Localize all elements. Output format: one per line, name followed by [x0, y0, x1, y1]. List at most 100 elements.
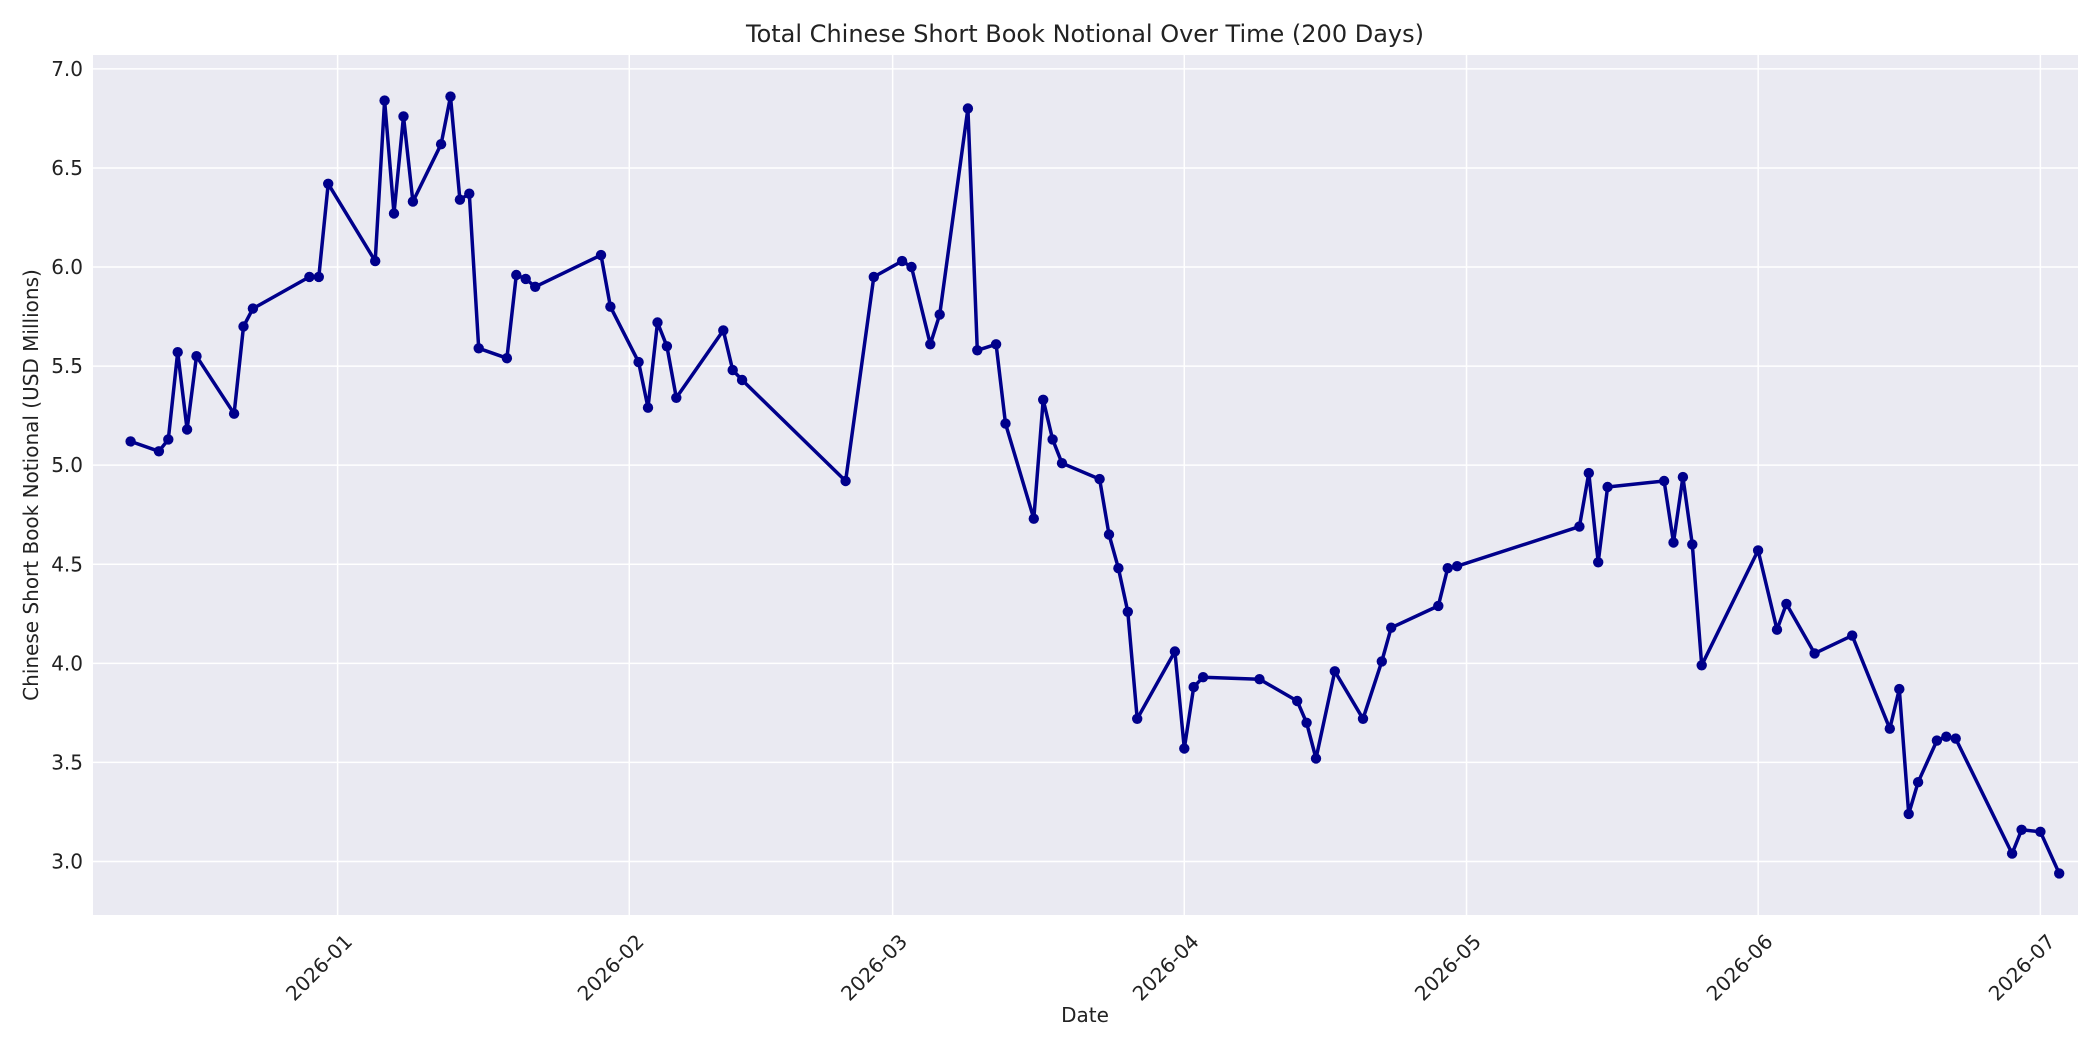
- data-point: [1894, 683, 1905, 695]
- y-tick-label: 5.5: [51, 354, 83, 378]
- chart-title: Total Chinese Short Book Notional Over T…: [745, 20, 1424, 48]
- data-point: [925, 339, 936, 350]
- data-point: [172, 347, 183, 358]
- data-point: [1602, 481, 1613, 493]
- data-point: [181, 424, 193, 435]
- data-point: [1386, 622, 1397, 633]
- data-point: [1179, 743, 1190, 754]
- data-point: [906, 261, 917, 273]
- data-point: [228, 408, 240, 419]
- data-point: [501, 353, 513, 364]
- data-point: [605, 301, 616, 312]
- data-point: [1658, 475, 1670, 487]
- data-point: [1357, 713, 1369, 724]
- data-point: [2054, 868, 2065, 879]
- data-point: [1188, 681, 1199, 693]
- data-point: [1310, 753, 1322, 764]
- data-point: [962, 103, 974, 114]
- data-point: [1696, 660, 1707, 671]
- plot-area: [93, 55, 2078, 915]
- data-point: [1771, 624, 1783, 635]
- y-axis-label: Chinese Short Book Notional (USD Million…: [19, 269, 43, 701]
- y-gridlines: [93, 68, 2078, 863]
- data-point: [1292, 695, 1303, 707]
- data-point: [1056, 458, 1068, 469]
- y-tick-label: 5.0: [51, 453, 83, 477]
- data-point: [1094, 473, 1105, 485]
- data-point: [1687, 539, 1698, 550]
- data-point: [1197, 672, 1209, 683]
- data-point: [464, 188, 475, 199]
- data-point: [642, 402, 654, 413]
- data-point: [727, 364, 738, 376]
- y-tick-label: 4.0: [51, 651, 83, 675]
- data-point: [652, 317, 663, 328]
- data-point: [238, 321, 249, 332]
- data-point: [125, 436, 136, 447]
- data-point: [1847, 630, 1858, 641]
- data-point: [896, 255, 908, 267]
- data-point: [1781, 598, 1792, 610]
- data-point: [191, 351, 202, 362]
- data-point: [840, 475, 851, 487]
- data-point: [1254, 674, 1265, 685]
- data-point: [1583, 467, 1595, 479]
- data-point: [530, 281, 541, 292]
- data-point: [153, 446, 165, 457]
- data-point: [407, 196, 419, 207]
- y-tick-label: 7.0: [51, 57, 83, 81]
- data-point: [1903, 808, 1914, 820]
- data-point: [435, 139, 447, 150]
- data-point: [473, 343, 484, 354]
- data-point: [520, 273, 531, 285]
- data-point: [2035, 826, 2046, 837]
- data-point: [379, 95, 390, 106]
- data-point: [1668, 537, 1679, 548]
- data-point: [511, 269, 522, 281]
- data-point: [1038, 394, 1049, 405]
- data-point: [1000, 418, 1011, 429]
- data-point: [671, 392, 682, 403]
- data-point: [388, 208, 400, 219]
- data-point: [1047, 434, 1058, 445]
- data-point: [1122, 606, 1134, 617]
- data-point: [1950, 733, 1961, 744]
- data-point: [633, 356, 644, 368]
- data-point: [304, 271, 315, 283]
- x-axis-label: Date: [1061, 1003, 1109, 1027]
- data-point: [1028, 513, 1040, 524]
- data-point: [990, 339, 1002, 350]
- data-point: [1931, 735, 1943, 746]
- data-point: [972, 345, 983, 356]
- data-point: [313, 271, 324, 283]
- data-point: [1103, 529, 1115, 540]
- data-point: [2016, 824, 2027, 835]
- y-tick-label: 6.5: [51, 156, 83, 180]
- data-point: [868, 271, 879, 283]
- x-gridlines: [336, 55, 2042, 915]
- data-point: [1433, 600, 1444, 612]
- data-point: [2006, 848, 2018, 859]
- data-point: [1593, 557, 1604, 568]
- y-tick-label: 6.0: [51, 255, 83, 279]
- data-point: [398, 111, 409, 122]
- data-point: [1912, 777, 1924, 788]
- data-point: [1884, 723, 1896, 734]
- data-point: [1451, 561, 1463, 572]
- y-tick-label: 3.0: [51, 849, 83, 873]
- data-point: [1809, 648, 1820, 659]
- data-point: [163, 434, 174, 445]
- data-point: [323, 178, 334, 189]
- data-point: [1941, 731, 1952, 742]
- data-point: [736, 374, 748, 386]
- y-axis-ticks: 3.0 3.5 4.0 4.5 5.0 5.5 6.0 6.5 7.0: [51, 57, 83, 874]
- data-point: [454, 194, 466, 205]
- y-tick-label: 3.5: [51, 750, 83, 774]
- data-point: [661, 341, 673, 352]
- data-point: [1329, 666, 1341, 677]
- data-point: [1113, 563, 1124, 574]
- data-point: [934, 309, 945, 320]
- data-point: [1677, 471, 1689, 483]
